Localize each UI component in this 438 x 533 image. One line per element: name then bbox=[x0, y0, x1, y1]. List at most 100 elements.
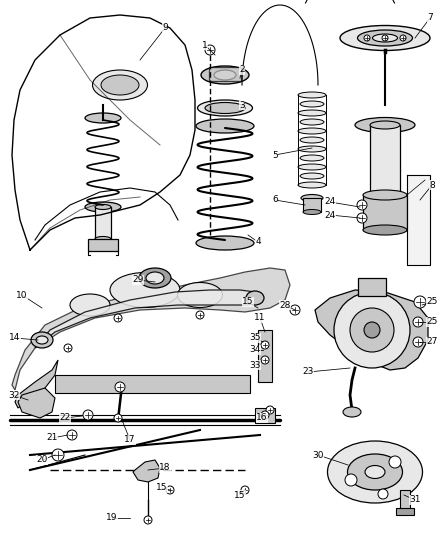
Circle shape bbox=[261, 356, 269, 364]
Text: 29: 29 bbox=[132, 276, 144, 285]
Circle shape bbox=[241, 486, 249, 494]
Bar bbox=[209, 67, 241, 81]
Text: 22: 22 bbox=[60, 414, 71, 423]
Bar bbox=[258, 330, 272, 382]
Circle shape bbox=[334, 292, 410, 368]
Bar bbox=[396, 508, 414, 515]
Text: 2: 2 bbox=[239, 66, 245, 75]
Text: 7: 7 bbox=[427, 13, 433, 22]
Bar bbox=[358, 278, 386, 296]
Ellipse shape bbox=[92, 70, 148, 100]
Text: 27: 27 bbox=[426, 337, 438, 346]
Text: 11: 11 bbox=[254, 313, 266, 322]
Ellipse shape bbox=[85, 202, 121, 212]
Ellipse shape bbox=[70, 294, 110, 316]
Text: 21: 21 bbox=[46, 433, 58, 442]
Circle shape bbox=[261, 411, 269, 419]
Text: 6: 6 bbox=[272, 196, 278, 205]
Ellipse shape bbox=[139, 268, 171, 288]
Text: 24: 24 bbox=[325, 211, 336, 220]
Circle shape bbox=[364, 322, 380, 338]
Polygon shape bbox=[12, 268, 290, 390]
Circle shape bbox=[144, 516, 152, 524]
Text: 23: 23 bbox=[302, 367, 314, 376]
Ellipse shape bbox=[201, 66, 249, 84]
Bar bbox=[55, 375, 250, 393]
Polygon shape bbox=[407, 175, 430, 265]
Ellipse shape bbox=[300, 119, 324, 125]
Ellipse shape bbox=[343, 407, 361, 417]
Text: 18: 18 bbox=[159, 464, 171, 472]
Text: 5: 5 bbox=[272, 150, 278, 159]
Ellipse shape bbox=[110, 272, 180, 308]
Circle shape bbox=[345, 474, 357, 486]
Circle shape bbox=[364, 35, 370, 41]
Text: 15: 15 bbox=[242, 297, 254, 306]
Ellipse shape bbox=[95, 205, 111, 209]
Text: 20: 20 bbox=[36, 456, 48, 464]
Bar bbox=[88, 239, 118, 251]
Circle shape bbox=[413, 317, 423, 327]
Ellipse shape bbox=[95, 237, 111, 241]
Text: 8: 8 bbox=[429, 181, 435, 190]
Text: 4: 4 bbox=[255, 238, 261, 246]
Polygon shape bbox=[15, 360, 58, 408]
Ellipse shape bbox=[363, 225, 407, 235]
Text: 15: 15 bbox=[156, 483, 168, 492]
Circle shape bbox=[64, 344, 72, 352]
Polygon shape bbox=[18, 388, 55, 418]
Text: 15: 15 bbox=[234, 490, 246, 499]
Ellipse shape bbox=[370, 191, 400, 199]
Text: 10: 10 bbox=[16, 290, 28, 300]
Ellipse shape bbox=[300, 173, 324, 179]
Circle shape bbox=[414, 296, 426, 308]
Ellipse shape bbox=[300, 137, 324, 143]
Text: 35: 35 bbox=[249, 334, 261, 343]
Text: 25: 25 bbox=[426, 297, 438, 306]
Text: 19: 19 bbox=[106, 513, 118, 522]
Ellipse shape bbox=[365, 465, 385, 479]
Text: 9: 9 bbox=[162, 23, 168, 33]
Circle shape bbox=[266, 406, 274, 414]
Circle shape bbox=[378, 489, 388, 499]
Ellipse shape bbox=[370, 121, 400, 129]
Text: 33: 33 bbox=[249, 360, 261, 369]
Ellipse shape bbox=[101, 75, 139, 95]
Ellipse shape bbox=[298, 164, 326, 170]
Ellipse shape bbox=[298, 92, 326, 98]
Circle shape bbox=[114, 314, 122, 322]
Ellipse shape bbox=[347, 454, 403, 490]
Text: 28: 28 bbox=[279, 301, 291, 310]
Ellipse shape bbox=[355, 117, 415, 133]
Polygon shape bbox=[133, 460, 160, 482]
Ellipse shape bbox=[214, 70, 236, 80]
Circle shape bbox=[166, 486, 174, 494]
Circle shape bbox=[261, 341, 269, 349]
Ellipse shape bbox=[198, 100, 252, 116]
Ellipse shape bbox=[363, 190, 407, 200]
Circle shape bbox=[290, 305, 300, 315]
Circle shape bbox=[357, 200, 367, 210]
Ellipse shape bbox=[85, 113, 121, 123]
Circle shape bbox=[382, 35, 388, 41]
Ellipse shape bbox=[303, 209, 321, 214]
Ellipse shape bbox=[205, 102, 245, 114]
Text: 17: 17 bbox=[124, 435, 136, 445]
Ellipse shape bbox=[298, 146, 326, 152]
Text: 25: 25 bbox=[426, 318, 438, 327]
Bar bbox=[303, 198, 321, 212]
Bar bbox=[363, 195, 407, 230]
Circle shape bbox=[205, 45, 215, 55]
Circle shape bbox=[67, 430, 77, 440]
Ellipse shape bbox=[31, 332, 53, 348]
Text: 3: 3 bbox=[239, 101, 245, 109]
Bar bbox=[255, 408, 275, 423]
Circle shape bbox=[115, 382, 125, 392]
Circle shape bbox=[400, 35, 406, 41]
Ellipse shape bbox=[36, 336, 48, 344]
Polygon shape bbox=[35, 290, 260, 348]
Circle shape bbox=[413, 337, 423, 347]
Text: 31: 31 bbox=[409, 496, 421, 505]
Circle shape bbox=[350, 308, 394, 352]
Circle shape bbox=[389, 456, 401, 468]
